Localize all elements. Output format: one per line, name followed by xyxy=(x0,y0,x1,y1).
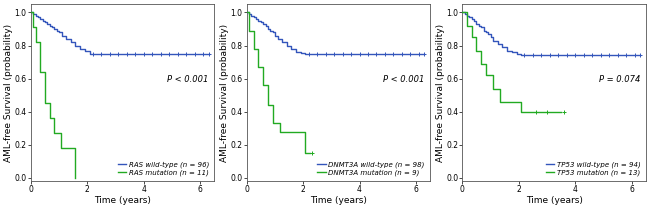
Legend: RAS wild-type (n = 96), RAS mutation (n = 11): RAS wild-type (n = 96), RAS mutation (n … xyxy=(118,161,209,176)
Text: P = 0.074: P = 0.074 xyxy=(599,75,640,84)
Y-axis label: AML-free Survival (probability): AML-free Survival (probability) xyxy=(436,24,445,162)
Legend: TP53 wild-type (n = 94), TP53 mutation (n = 13): TP53 wild-type (n = 94), TP53 mutation (… xyxy=(545,161,640,176)
X-axis label: Time (years): Time (years) xyxy=(526,196,582,205)
Y-axis label: AML-free Survival (probability): AML-free Survival (probability) xyxy=(220,24,229,162)
Y-axis label: AML-free Survival (probability): AML-free Survival (probability) xyxy=(4,24,13,162)
Text: P < 0.001: P < 0.001 xyxy=(168,75,209,84)
Legend: DNMT3A wild-type (n = 98), DNMT3A mutation (n = 9): DNMT3A wild-type (n = 98), DNMT3A mutati… xyxy=(317,161,425,176)
X-axis label: Time (years): Time (years) xyxy=(310,196,367,205)
X-axis label: Time (years): Time (years) xyxy=(94,196,151,205)
Text: P < 0.001: P < 0.001 xyxy=(384,75,424,84)
